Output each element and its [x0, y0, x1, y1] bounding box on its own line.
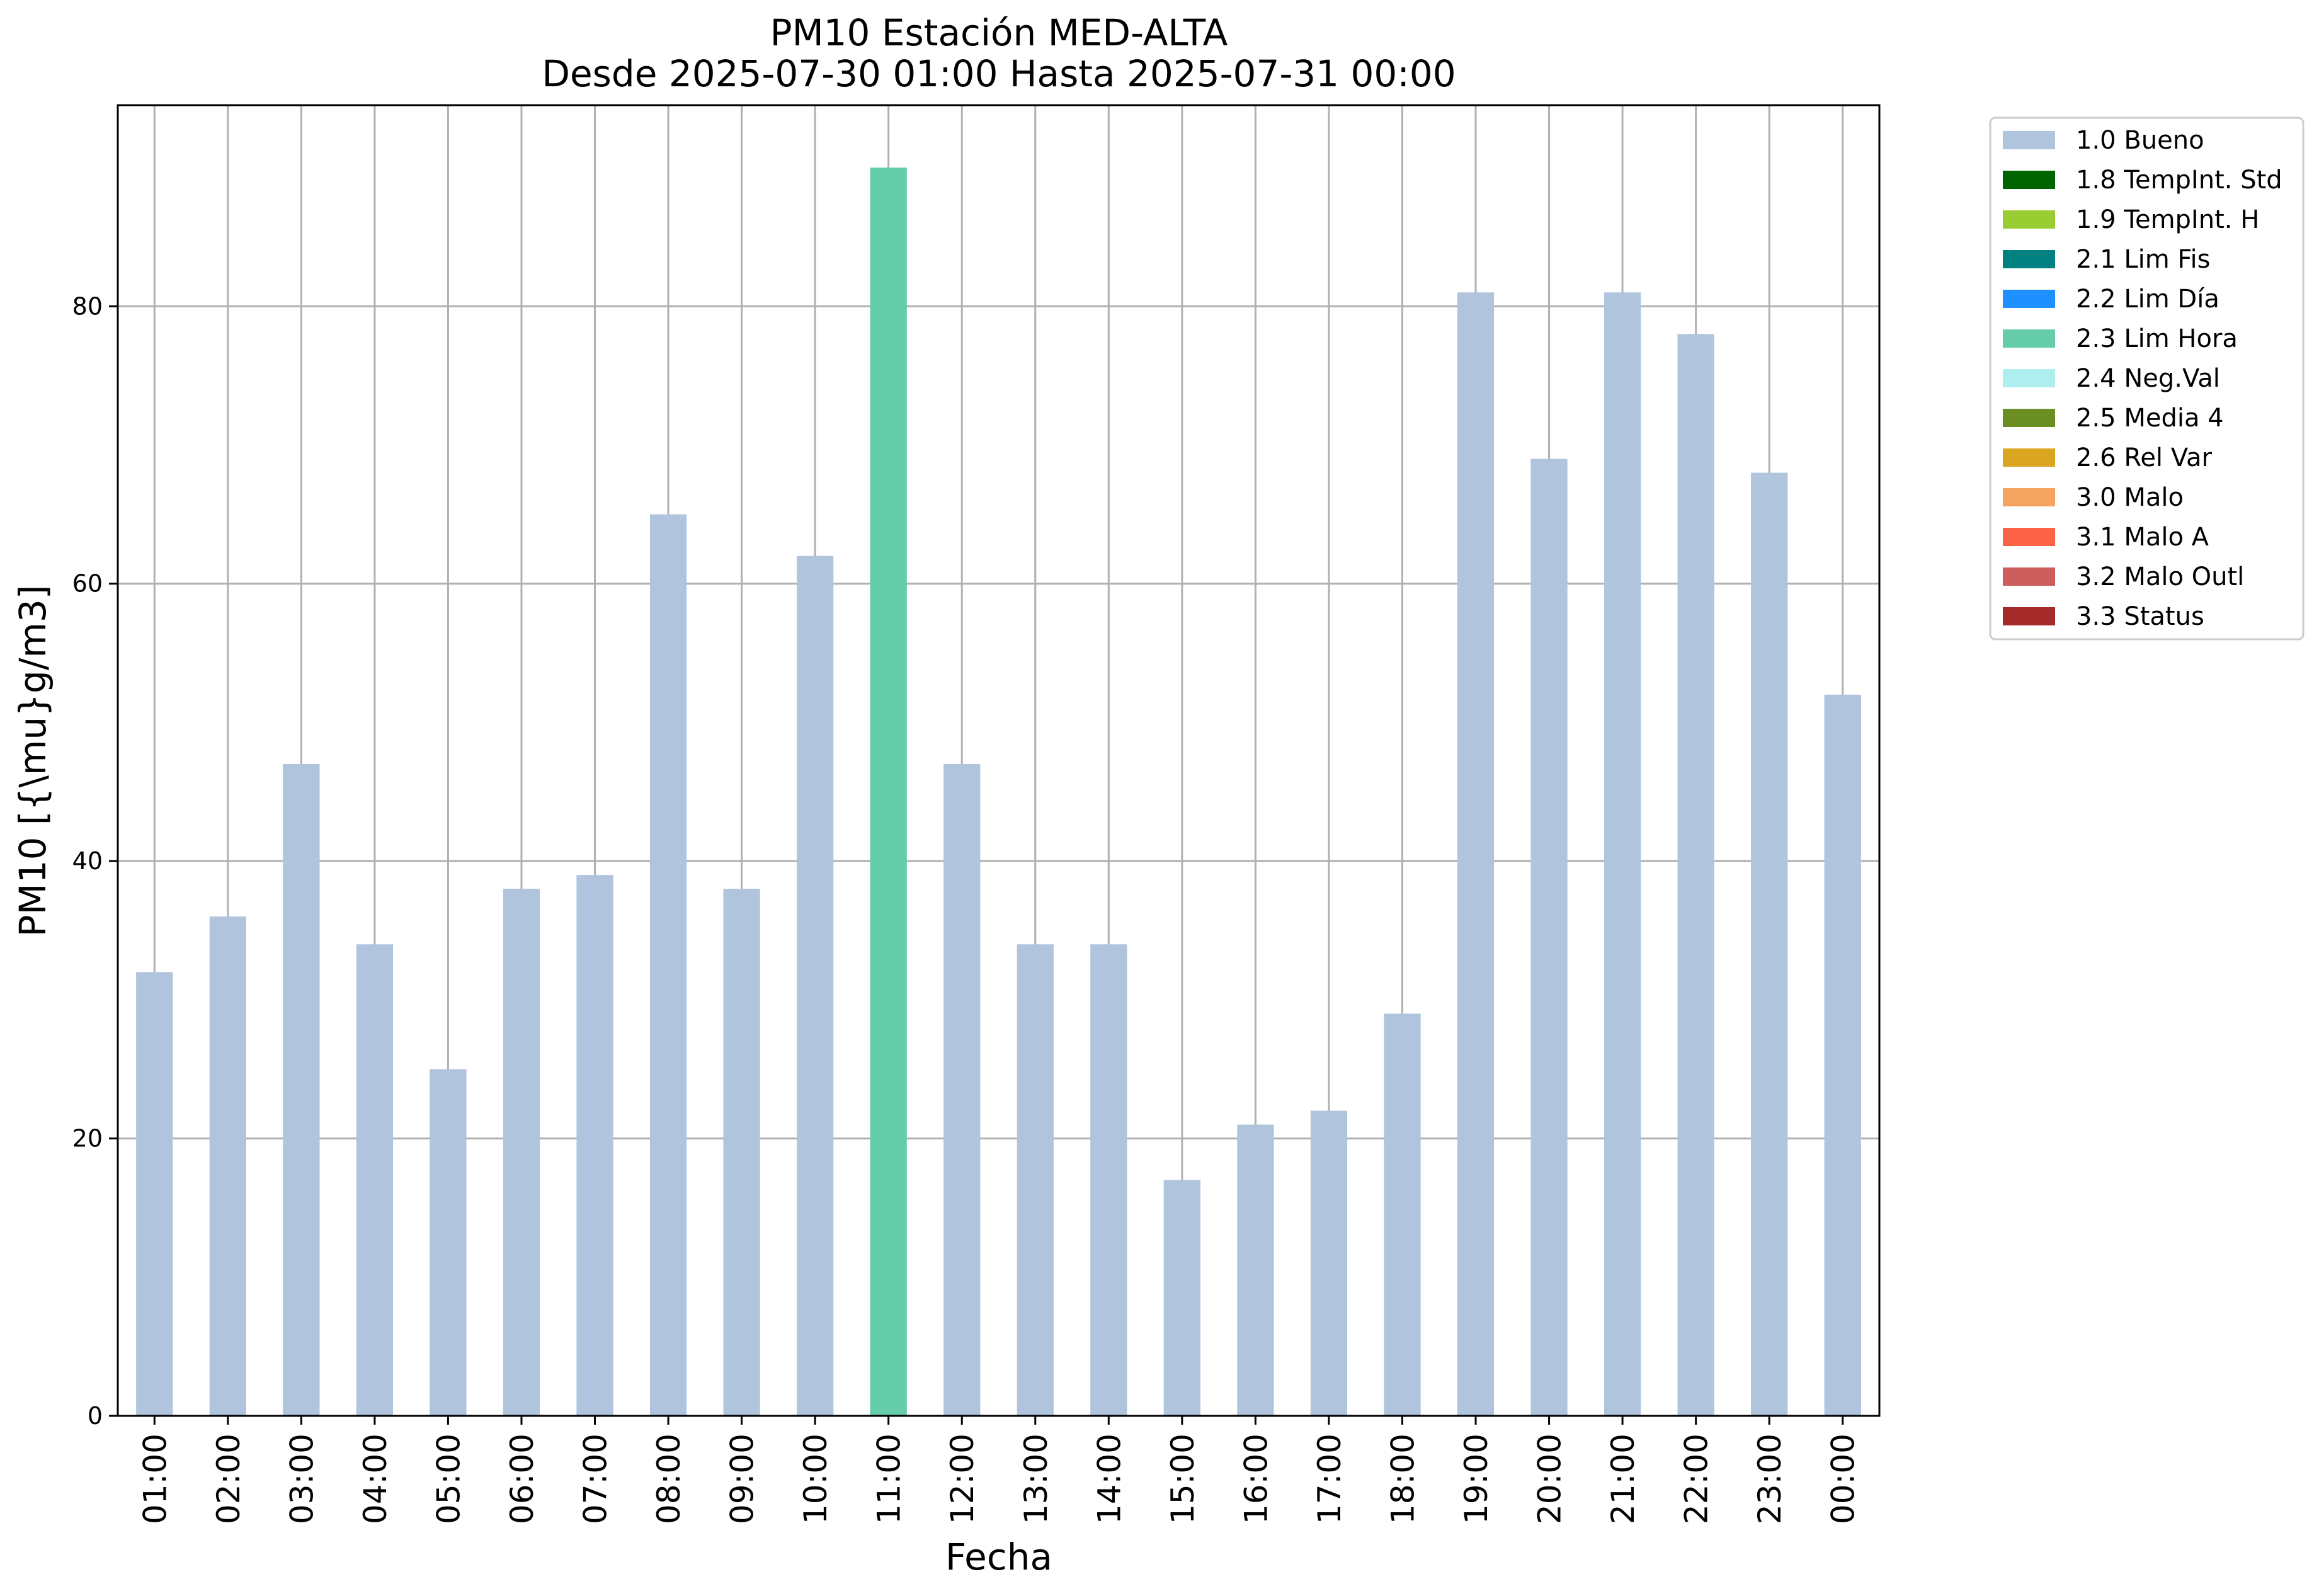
bars-group: [136, 168, 1861, 1416]
legend-label: 3.1 Malo A: [2076, 523, 2209, 552]
x-tick-label: 02:00: [210, 1434, 247, 1524]
bar-1100: [870, 168, 907, 1416]
legend-label: 2.1 Lim Fis: [2076, 245, 2210, 274]
legend-swatch: [2003, 131, 2055, 149]
bar-1700: [1310, 1110, 1348, 1416]
x-tick-label: 10:00: [797, 1434, 834, 1524]
chart-title: PM10 Estación MED-ALTA: [770, 11, 1228, 54]
bar-0400: [356, 944, 394, 1416]
legend-label: 1.8 TempInt. Std: [2076, 166, 2282, 195]
bar-2300: [1751, 472, 1788, 1416]
x-tick-label: 19:00: [1458, 1434, 1495, 1524]
legend-swatch: [2003, 171, 2055, 189]
bar-2100: [1604, 292, 1641, 1416]
x-axis-label: Fecha: [945, 1536, 1052, 1578]
bar-1800: [1384, 1013, 1421, 1416]
legend-label: 1.9 TempInt. H: [2076, 205, 2259, 234]
bar-0300: [283, 764, 320, 1416]
legend-frame: [1989, 117, 2305, 641]
x-tick-label: 21:00: [1605, 1434, 1641, 1524]
legend-swatch: [2003, 210, 2055, 229]
y-tick-label: 40: [72, 847, 103, 875]
x-tick-label: 23:00: [1752, 1434, 1788, 1524]
bar-0100: [136, 972, 173, 1416]
bar-0200: [209, 916, 246, 1416]
legend: 1.0 Bueno 1.8 TempInt. Std 1.9 TempInt. H 2…: [1989, 117, 2305, 641]
x-tick-label: 15:00: [1165, 1434, 1201, 1524]
x-tick-label: 14:00: [1091, 1434, 1127, 1524]
legend-swatch: [2003, 329, 2055, 348]
legend-label: 2.5 Media 4: [2076, 404, 2224, 433]
y-tick-label: 60: [72, 570, 103, 598]
legend-swatch: [2003, 488, 2055, 506]
legend-swatch: [2003, 567, 2055, 586]
y-tick-label: 80: [72, 292, 103, 320]
legend-label: 2.4 Neg.Val: [2076, 364, 2220, 393]
y-tick-label: 0: [88, 1402, 103, 1430]
plot-frame: [117, 104, 1881, 1417]
x-tick-label: 17:00: [1311, 1434, 1348, 1524]
legend-swatch: [2003, 290, 2055, 308]
y-axis-ticks: 0 20 40 60 80: [72, 292, 118, 1430]
bar-1000: [797, 556, 834, 1416]
bar-0700: [576, 875, 613, 1416]
x-tick-label: 13:00: [1018, 1434, 1054, 1524]
x-tick-label: 08:00: [651, 1434, 687, 1524]
legend-swatch: [2003, 250, 2055, 268]
x-tick-label: 06:00: [504, 1434, 540, 1524]
x-tick-label: 05:00: [430, 1434, 467, 1524]
x-tick-label: 07:00: [578, 1434, 614, 1524]
legend-label: 2.6 Rel Var: [2076, 443, 2213, 472]
bar-0500: [430, 1069, 467, 1416]
bar-1500: [1163, 1180, 1200, 1416]
bar-2200: [1677, 334, 1714, 1416]
legend-swatch: [2003, 607, 2055, 625]
bar-1200: [943, 764, 981, 1416]
bar-1300: [1017, 944, 1054, 1416]
bar-1900: [1457, 292, 1495, 1416]
x-tick-label: 00:00: [1825, 1434, 1862, 1524]
x-tick-label: 20:00: [1532, 1434, 1568, 1524]
chart-subtitle: Desde 2025-07-30 01:00 Hasta 2025-07-31 …: [542, 52, 1456, 95]
bar-1400: [1090, 944, 1127, 1416]
legend-swatch: [2003, 528, 2055, 546]
bar-0600: [503, 889, 540, 1416]
bar-2000: [1530, 459, 1568, 1416]
x-tick-label: 01:00: [137, 1434, 173, 1524]
bar-0800: [649, 514, 687, 1416]
bar-1600: [1237, 1124, 1274, 1416]
legend-label: 1.0 Bueno: [2076, 126, 2204, 155]
legend-swatch: [2003, 369, 2055, 387]
x-tick-label: 22:00: [1678, 1434, 1715, 1524]
y-axis-label: PM10 [{\mu}g/m3]: [11, 585, 54, 937]
legend-swatch: [2003, 409, 2055, 427]
y-tick-label: 20: [72, 1125, 103, 1153]
legend-label: 3.2 Malo Outl: [2076, 562, 2244, 591]
x-axis-ticks: 01:00 02:00 03:00 04:00 05:00 06:00 07:00 08:00…: [137, 1416, 1862, 1524]
x-tick-label: 18:00: [1384, 1434, 1421, 1524]
legend-swatch: [2003, 448, 2055, 467]
x-tick-label: 09:00: [724, 1434, 761, 1524]
x-tick-label: 16:00: [1238, 1434, 1274, 1524]
bar-0000: [1824, 694, 1861, 1416]
legend-label: 2.3 Lim Hora: [2076, 324, 2238, 353]
x-tick-label: 03:00: [283, 1434, 320, 1524]
x-tick-label: 04:00: [357, 1434, 394, 1524]
legend-label: 3.3 Status: [2076, 602, 2204, 631]
bar-0900: [723, 889, 760, 1416]
x-tick-label: 11:00: [871, 1434, 908, 1524]
legend-label: 3.0 Malo: [2076, 483, 2184, 512]
x-tick-label: 12:00: [944, 1434, 981, 1524]
legend-label: 2.2 Lim Día: [2076, 285, 2219, 314]
